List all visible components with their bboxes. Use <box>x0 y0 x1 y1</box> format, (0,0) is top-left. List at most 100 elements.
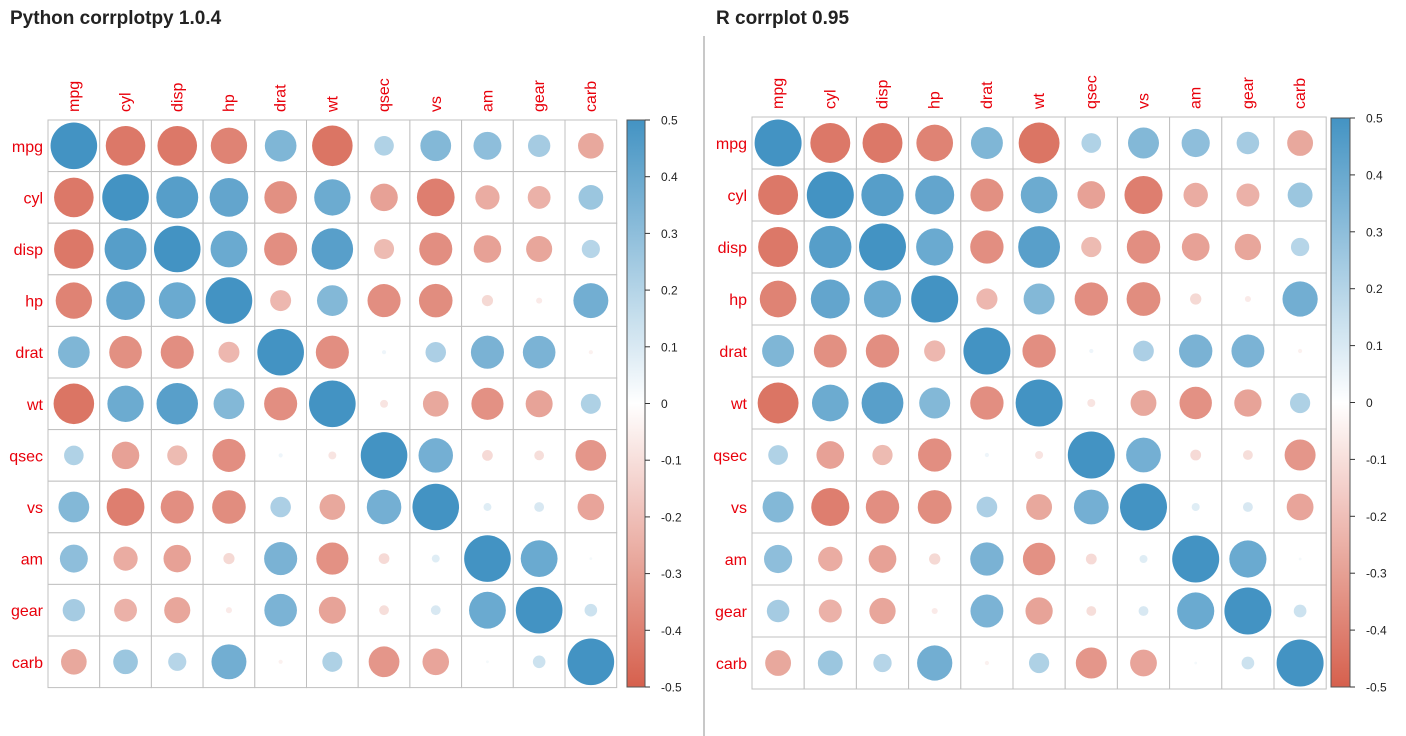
correlation-circle <box>322 651 343 672</box>
correlation-circle <box>425 341 446 363</box>
correlation-circle <box>924 340 946 362</box>
correlation-circle <box>578 185 604 210</box>
colorbar-tick-label: 0 <box>661 397 668 411</box>
correlation-circle <box>1181 233 1210 261</box>
correlation-circle <box>58 336 90 369</box>
correlation-circle <box>525 390 553 418</box>
correlation-circle <box>1242 450 1253 460</box>
correlation-circle <box>976 496 998 518</box>
correlation-circle <box>534 502 545 512</box>
correlation-circle <box>430 605 441 616</box>
row-label: wt <box>730 396 748 413</box>
colorbar-tick-label: -0.1 <box>661 454 682 468</box>
row-label: am <box>21 552 43 569</box>
correlation-circle <box>1124 175 1163 215</box>
correlation-circle <box>50 122 98 170</box>
column-label: am <box>1188 87 1205 109</box>
correlation-circle <box>573 283 609 319</box>
correlation-circle <box>257 328 304 376</box>
correlation-circle <box>368 646 400 678</box>
correlation-circle <box>765 650 792 676</box>
correlation-circle <box>916 228 954 266</box>
colorbar-tick-label: 0.1 <box>1366 339 1383 353</box>
correlation-circle <box>1022 542 1056 576</box>
correlation-circle <box>111 441 140 470</box>
correlation-circle <box>482 450 493 461</box>
correlation-circle <box>158 282 196 320</box>
correlation-circle <box>1018 122 1060 164</box>
column-label: am <box>479 90 496 112</box>
column-label: carb <box>583 81 600 112</box>
correlation-circle <box>1244 295 1251 303</box>
correlation-circle <box>1183 182 1208 208</box>
correlation-circle <box>809 225 852 269</box>
correlation-circle <box>1287 182 1313 208</box>
grid-cell <box>564 480 618 534</box>
row-label: hp <box>729 292 747 309</box>
correlation-circle <box>211 644 247 680</box>
correlation-circle <box>1075 647 1107 679</box>
correlation-circle <box>1190 293 1202 305</box>
correlation-circle <box>970 386 1004 420</box>
correlation-circle <box>1298 557 1302 561</box>
colorbar-tick-label: -0.4 <box>661 624 682 638</box>
correlation-circle <box>1177 592 1215 630</box>
colorbar-tick-label: -0.5 <box>661 681 682 695</box>
row-label: am <box>725 552 747 569</box>
correlation-circle <box>863 280 902 318</box>
colorbar-tick-label: 0.5 <box>1366 112 1383 126</box>
correlation-circle <box>976 288 998 310</box>
correlation-circle <box>481 295 494 307</box>
row-label: drat <box>719 344 747 361</box>
correlation-circle <box>970 127 1003 159</box>
grid-cell <box>47 532 101 585</box>
colorbar-tick-label: 0 <box>1366 396 1373 410</box>
correlation-circle <box>984 660 990 666</box>
correlation-circle <box>360 432 408 479</box>
correlation-circle <box>911 275 959 323</box>
correlation-circle <box>584 603 598 617</box>
correlation-circle <box>1139 555 1148 563</box>
correlation-circle <box>915 175 955 215</box>
correlation-circle <box>431 554 440 563</box>
correlation-circle <box>515 586 563 634</box>
correlation-circle <box>1086 606 1097 616</box>
correlation-circle <box>1126 282 1161 316</box>
correlation-circle <box>113 546 138 571</box>
correlation-circle <box>1297 348 1303 354</box>
correlation-circle <box>309 380 356 428</box>
colorbar-tick-label: -0.1 <box>1366 453 1387 467</box>
correlation-circle <box>374 136 394 156</box>
correlation-circle <box>1138 606 1149 616</box>
correlation-circle <box>917 490 952 524</box>
correlation-circle <box>1282 281 1318 317</box>
correlation-circle <box>1035 451 1044 459</box>
correlation-circle <box>1133 340 1154 362</box>
correlation-circle <box>1089 348 1094 354</box>
correlation-circle <box>757 382 799 424</box>
row-label: wt <box>26 397 44 414</box>
correlation-circle <box>278 659 283 664</box>
correlation-circle <box>970 542 1004 576</box>
grid-cell <box>1064 168 1118 222</box>
correlation-circle <box>1284 439 1316 471</box>
correlation-circle <box>163 544 191 573</box>
correlation-circle <box>205 277 253 324</box>
column-label: drat <box>979 81 996 109</box>
correlation-circle <box>319 494 346 520</box>
colorbar-tick-label: 0.3 <box>1366 225 1383 239</box>
column-label: qsec <box>376 78 393 112</box>
correlation-circle <box>1026 494 1053 520</box>
column-label: mpg <box>770 78 787 109</box>
correlation-circle <box>264 593 297 627</box>
correlation-circle <box>1022 334 1056 368</box>
column-label: cyl <box>822 89 839 109</box>
correlation-circle <box>381 350 387 355</box>
column-label: gear <box>531 79 548 112</box>
correlation-circle <box>418 283 453 318</box>
correlation-circle <box>59 544 88 573</box>
colorbar-tick-label: -0.3 <box>661 567 682 581</box>
row-label: disp <box>14 242 43 259</box>
correlation-circle <box>1120 483 1167 531</box>
colorbar-tick-label: 0.4 <box>1366 168 1383 182</box>
